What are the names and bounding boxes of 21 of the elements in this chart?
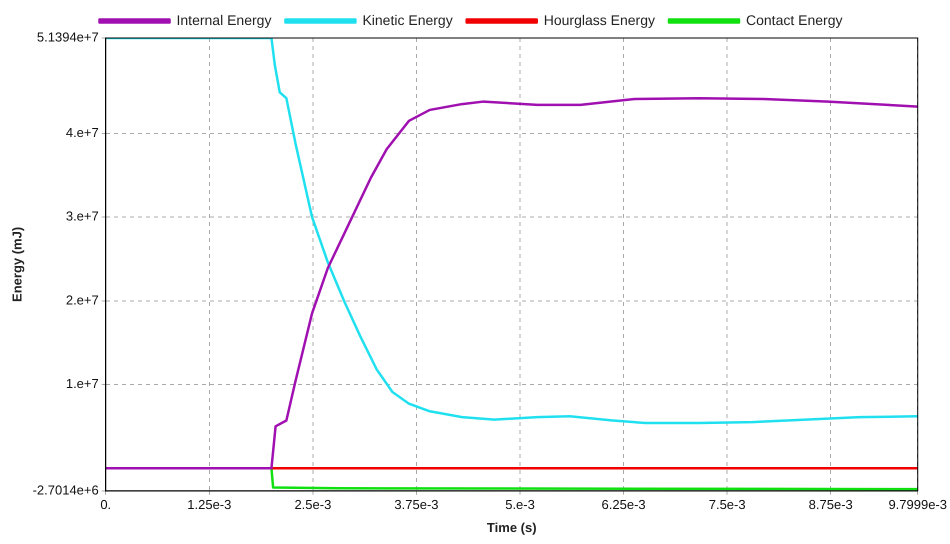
y-tick-label: 3.e+7 xyxy=(66,208,99,224)
y-tick-label: 2.e+7 xyxy=(66,292,99,308)
x-tick-label: 7.5e-3 xyxy=(708,497,746,512)
x-tick-label: 9.7999e-3 xyxy=(888,497,948,512)
x-tick-label: 8.75e-3 xyxy=(808,497,853,512)
legend-label: Kinetic Energy xyxy=(362,12,453,28)
x-tick-label: 6.25e-3 xyxy=(602,497,646,512)
x-tick-label: 1.25e-3 xyxy=(187,497,232,512)
y-tick-label: 5.1394e+7 xyxy=(36,30,99,45)
legend-label: Hourglass Energy xyxy=(544,12,655,28)
x-tick-label: 2.5e-3 xyxy=(294,497,332,512)
y-tick-label: 1.e+7 xyxy=(66,376,99,392)
legend-label: Internal Energy xyxy=(176,12,272,28)
y-axis-title: Energy (mJ) xyxy=(9,226,24,302)
x-axis-title: Time (s) xyxy=(486,520,537,535)
legend-label: Contact Energy xyxy=(746,12,842,28)
y-tick-label: 4.e+7 xyxy=(66,124,99,140)
x-tick-label: 5.e-3 xyxy=(505,497,535,512)
x-tick-label: 3.75e-3 xyxy=(394,497,438,512)
y-tick-label: -2.7014e+6 xyxy=(32,482,99,498)
x-tick-label: 0. xyxy=(100,497,112,512)
